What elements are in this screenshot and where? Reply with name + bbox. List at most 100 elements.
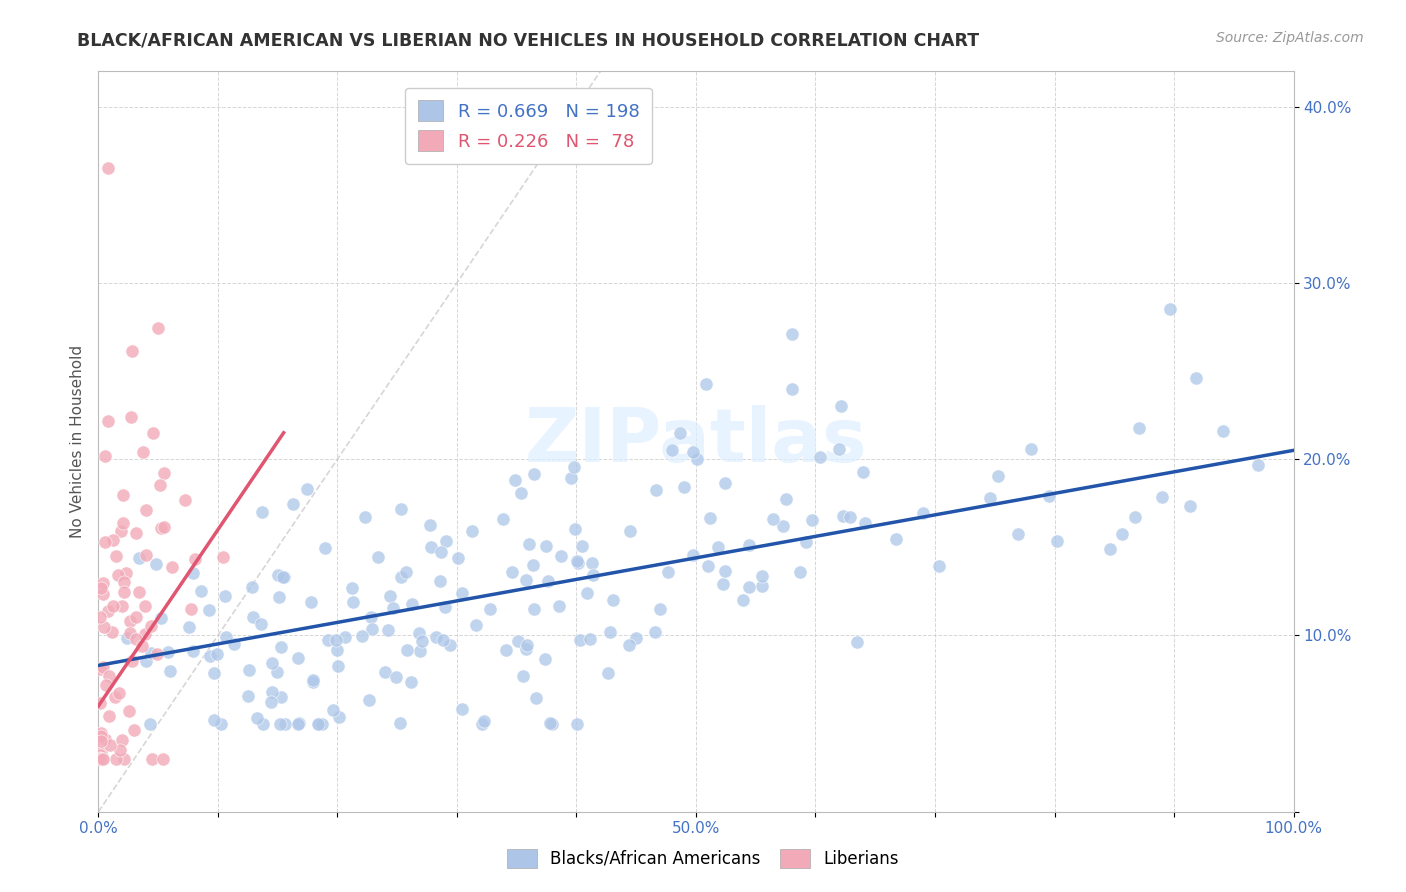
Point	[89, 610, 111, 624]
Text: Source: ZipAtlas.com: Source: ZipAtlas.com	[1216, 31, 1364, 45]
Point	[644, 624, 666, 639]
Point	[93, 619, 115, 633]
Point	[266, 665, 288, 679]
Point	[378, 589, 401, 603]
Point	[200, 648, 222, 663]
Point	[911, 506, 934, 520]
Point	[325, 632, 347, 647]
Point	[377, 623, 399, 637]
Point	[97, 669, 120, 683]
Point	[91, 752, 114, 766]
Point	[302, 675, 325, 690]
Point	[434, 599, 457, 614]
Point	[94, 449, 117, 463]
Point	[121, 654, 143, 668]
Point	[128, 584, 150, 599]
Point	[1046, 533, 1069, 548]
Point	[772, 518, 794, 533]
Point	[495, 642, 517, 657]
Point	[751, 579, 773, 593]
Point	[707, 540, 730, 554]
Point	[562, 460, 585, 475]
Point	[1185, 370, 1208, 384]
Point	[1038, 489, 1060, 503]
Point	[111, 599, 134, 613]
Point	[91, 752, 114, 766]
Point	[596, 665, 619, 680]
Point	[242, 610, 264, 624]
Point	[987, 469, 1010, 483]
Point	[1159, 301, 1181, 316]
Point	[150, 610, 173, 624]
Point	[238, 689, 260, 703]
Point	[515, 642, 537, 657]
Point	[669, 425, 692, 440]
Point	[205, 647, 228, 661]
Point	[523, 602, 546, 616]
Point	[367, 549, 389, 564]
Point	[571, 539, 593, 553]
Point	[447, 550, 470, 565]
Point	[202, 713, 225, 727]
Point	[121, 344, 143, 359]
Point	[550, 549, 572, 563]
Point	[288, 715, 311, 730]
Point	[808, 450, 831, 465]
Point	[928, 559, 950, 574]
Point	[114, 566, 136, 580]
Point	[159, 664, 181, 678]
Point	[832, 509, 855, 524]
Point	[107, 568, 129, 582]
Point	[162, 560, 184, 574]
Legend: R = 0.669   N = 198, R = 0.226   N =  78: R = 0.669 N = 198, R = 0.226 N = 78	[405, 87, 652, 164]
Point	[328, 710, 350, 724]
Point	[128, 550, 150, 565]
Point	[465, 618, 488, 632]
Point	[354, 509, 377, 524]
Point	[90, 581, 112, 595]
Point	[661, 443, 683, 458]
Point	[125, 609, 148, 624]
Point	[492, 512, 515, 526]
Point	[695, 376, 717, 391]
Point	[560, 471, 582, 485]
Point	[389, 715, 412, 730]
Point	[461, 524, 484, 538]
Point	[110, 743, 132, 757]
Point	[181, 643, 204, 657]
Point	[731, 593, 754, 607]
Legend: Blacks/African Americans, Liberians: Blacks/African Americans, Liberians	[501, 842, 905, 875]
Point	[761, 512, 783, 526]
Point	[450, 702, 472, 716]
Point	[396, 643, 419, 657]
Point	[682, 444, 704, 458]
Point	[751, 568, 773, 582]
Point	[260, 656, 283, 670]
Point	[100, 625, 122, 640]
Point	[1150, 490, 1173, 504]
Point	[174, 493, 197, 508]
Point	[190, 584, 212, 599]
Point	[202, 665, 225, 680]
Point	[624, 631, 647, 645]
Point	[794, 534, 817, 549]
Point	[142, 425, 165, 440]
Point	[335, 631, 357, 645]
Point	[118, 626, 141, 640]
Point	[135, 503, 157, 517]
Point	[211, 549, 233, 564]
Point	[322, 702, 344, 716]
Point	[1007, 527, 1029, 541]
Point	[523, 467, 546, 481]
Point	[395, 565, 418, 579]
Point	[696, 559, 718, 574]
Point	[429, 574, 451, 589]
Point	[537, 574, 560, 589]
Point	[672, 480, 695, 494]
Point	[214, 630, 236, 644]
Point	[89, 752, 111, 766]
Point	[115, 631, 138, 645]
Point	[547, 599, 569, 613]
Point	[374, 665, 396, 679]
Point	[385, 670, 408, 684]
